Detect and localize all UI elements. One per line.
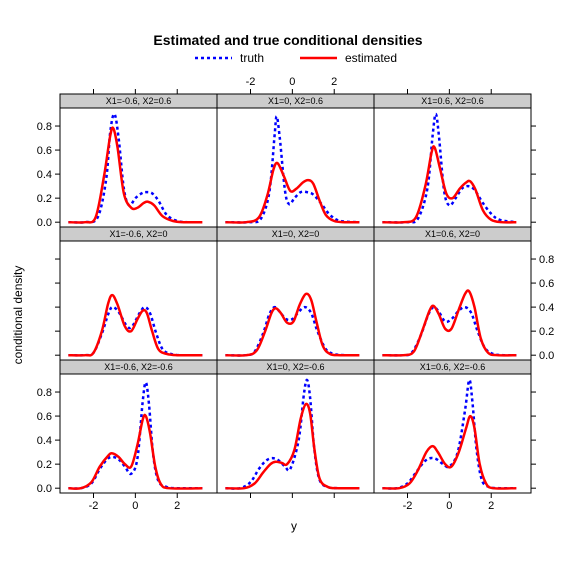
y-tick-label: 0.0 — [539, 350, 554, 362]
x-tick-label: -2 — [403, 500, 413, 512]
panel-frame — [373, 107, 532, 228]
estimated-curve — [68, 126, 203, 224]
y-tick-label: 0.2 — [37, 459, 52, 471]
y-tick-label: 0.0 — [37, 483, 52, 495]
x-tick-label: 0 — [289, 76, 295, 88]
y-tick-label: 0.8 — [37, 121, 52, 133]
panel-strip-label: X1=0.6, X2=0.6 — [421, 96, 484, 106]
y-tick-label: 0.4 — [37, 169, 52, 181]
y-axis-label: conditional density — [11, 266, 25, 365]
estimated-curve — [68, 413, 203, 490]
truth-curve — [225, 378, 360, 490]
estimated-curve — [382, 145, 517, 224]
panel-strip-label: X1=0, X2=-0.6 — [266, 362, 324, 372]
panel-1: X1=-0.6, X2=0.6 — [59, 93, 218, 228]
y-tick-label: 0.6 — [37, 411, 52, 423]
estimated-curve — [225, 161, 360, 224]
panel-strip-label: X1=0.6, X2=0 — [425, 229, 480, 239]
axes: -2 0 2 -2 0 2 -2 0 2 0.0 0.2 0.4 0.6 0.8 0.0 0.2 0.4 0.6 0… — [37, 76, 555, 512]
truth-curve — [225, 115, 360, 224]
panel-strip-label: X1=-0.6, X2=0 — [109, 229, 167, 239]
x-tick-label: 2 — [331, 76, 337, 88]
truth-curve — [382, 378, 517, 490]
x-axis-label: y — [291, 519, 297, 533]
y-tick-label: 0.0 — [37, 217, 52, 229]
y-tick-label: 0.4 — [37, 435, 52, 447]
x-tick-label: 2 — [174, 500, 180, 512]
panel-strip-label: X1=0.6, X2=-0.6 — [420, 362, 486, 372]
estimated-curve — [225, 292, 360, 357]
y-tick-label: 0.6 — [37, 145, 52, 157]
panel-6: X1=0.6, X2=0 — [373, 226, 532, 361]
chart-title: Estimated and true conditional densities — [153, 32, 422, 48]
y-tick-label: 0.2 — [37, 193, 52, 205]
x-tick-label: 2 — [488, 500, 494, 512]
panel-frame — [216, 107, 375, 228]
estimated-curve — [382, 414, 517, 490]
panel-grid: X1=-0.6, X2=0.6 X1=0, X2=0.6 X1=0.6, X2=0.… — [59, 93, 532, 494]
panel-4: X1=-0.6, X2=0 — [59, 226, 218, 361]
panel-strip-label: X1=0, X2=0.6 — [268, 96, 323, 106]
panel-frame — [216, 240, 375, 361]
truth-curve — [382, 112, 517, 224]
panel-frame — [373, 373, 532, 494]
panel-strip-label: X1=0, X2=0 — [272, 229, 320, 239]
y-tick-label: 0.8 — [539, 254, 554, 266]
x-tick-label: -2 — [246, 76, 256, 88]
panel-frame — [216, 373, 375, 494]
legend-estimated-label: estimated — [345, 51, 397, 65]
panel-frame — [59, 240, 218, 361]
legend: truth estimated — [195, 51, 397, 65]
truth-curve — [225, 305, 360, 357]
estimated-curve — [382, 289, 517, 357]
y-tick-label: 0.4 — [539, 302, 554, 314]
panel-frame — [59, 107, 218, 228]
panel-7: X1=-0.6, X2=-0.6 — [59, 359, 218, 494]
panel-5: X1=0, X2=0 — [216, 226, 375, 361]
y-tick-label: 0.6 — [539, 278, 554, 290]
legend-truth-label: truth — [240, 51, 264, 65]
x-tick-label: 0 — [132, 500, 138, 512]
panel-strip-label: X1=-0.6, X2=0.6 — [106, 96, 172, 106]
estimated-curve — [225, 402, 360, 490]
panel-2: X1=0, X2=0.6 — [216, 93, 375, 228]
panel-frame — [373, 240, 532, 361]
panel-9: X1=0.6, X2=-0.6 — [373, 359, 532, 494]
truth-curve — [68, 112, 203, 224]
truth-curve — [68, 381, 203, 490]
x-tick-label: -2 — [89, 500, 99, 512]
panel-8: X1=0, X2=-0.6 — [216, 359, 375, 494]
truth-curve — [68, 305, 203, 357]
x-tick-label: 0 — [446, 500, 452, 512]
y-tick-label: 0.8 — [37, 387, 52, 399]
panel-strip-label: X1=-0.6, X2=-0.6 — [104, 362, 173, 372]
y-tick-label: 0.2 — [539, 326, 554, 338]
panel-frame — [59, 373, 218, 494]
estimated-curve — [68, 293, 203, 357]
panel-3: X1=0.6, X2=0.6 — [373, 93, 532, 228]
